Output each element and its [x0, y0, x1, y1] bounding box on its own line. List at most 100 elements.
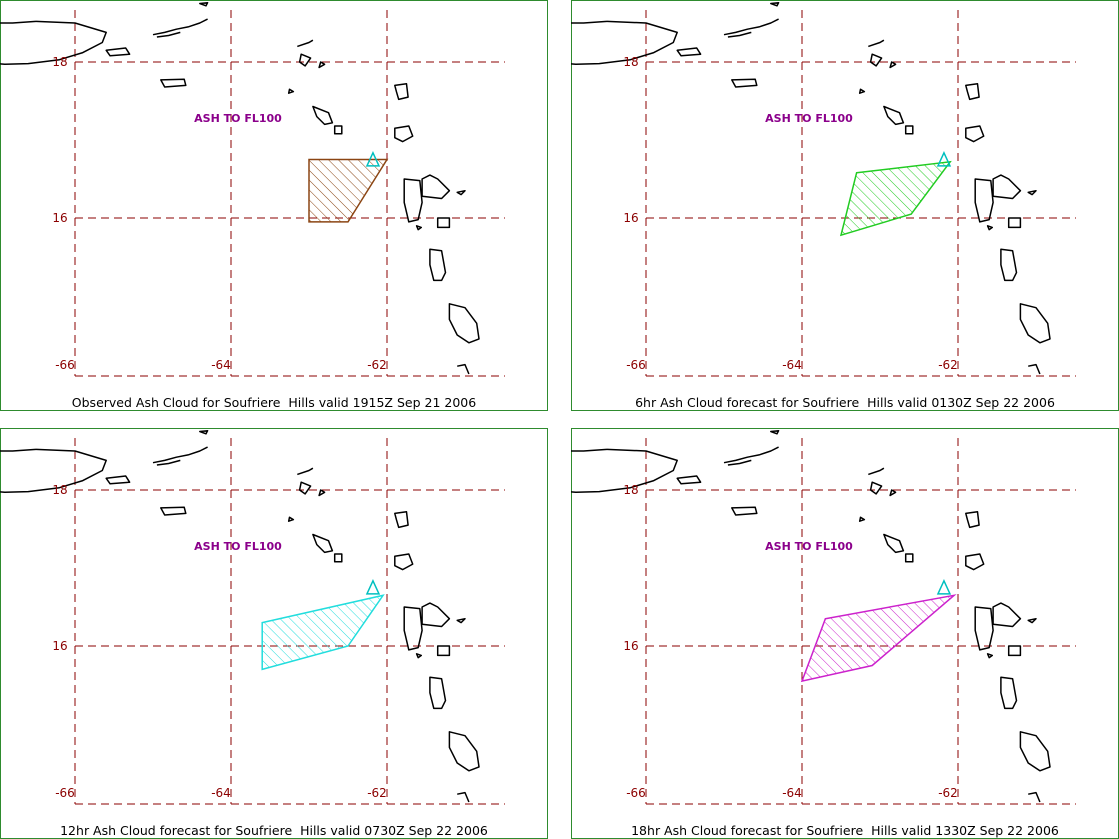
nevis-island: [904, 553, 914, 563]
saba-island: [287, 88, 295, 94]
nevis-island: [333, 553, 343, 563]
antigua-island: [965, 553, 985, 571]
vieques-island: [105, 475, 131, 485]
forecast-panel-2: ASH TO FL100 18 16 -66 -64 -62 6hr Ash Cloud f…: [571, 0, 1119, 411]
martinique-island: [448, 303, 480, 344]
les-saintes-island: [415, 653, 423, 659]
longitude-label: -66: [626, 358, 646, 372]
barbuda-island: [965, 83, 980, 101]
graticule: [74, 10, 505, 377]
st-barth-island: [889, 61, 897, 69]
antigua-island: [394, 125, 414, 143]
ash-cloud-polygon: [261, 594, 385, 671]
st-lucia-island: [457, 791, 470, 803]
barbuda-island: [394, 511, 409, 529]
coastlines: [571, 1, 1051, 375]
st-kitts-island: [883, 105, 905, 126]
st-barth-island: [318, 489, 326, 497]
barbuda-island: [965, 511, 980, 529]
virgin-islands: [723, 18, 779, 36]
puerto-rico-coast: [0, 20, 107, 66]
anguilla-island: [868, 467, 885, 476]
martinique-island: [1019, 303, 1051, 344]
puerto-rico-north: [0, 20, 37, 24]
les-saintes-island: [986, 653, 994, 659]
barbuda-island: [394, 83, 409, 101]
dominica-island: [1000, 676, 1018, 710]
latitude-label: 16: [623, 639, 638, 653]
forecast-panel-3: ASH TO FL100 18 16 -66 -64 -62 12hr Ash Cloud …: [0, 428, 548, 839]
flight-level-label: ASH TO FL100: [765, 112, 853, 125]
longitude-label: -62: [367, 358, 387, 372]
longitude-label: -62: [367, 786, 387, 800]
puerto-rico-north: [571, 20, 608, 24]
puerto-rico-north: [571, 448, 608, 452]
nevis-island: [904, 125, 914, 135]
graticule: [74, 438, 505, 805]
st-martin-island: [298, 53, 312, 67]
nevis-island: [333, 125, 343, 135]
st-kitts-island: [312, 105, 334, 126]
guadeloupe-east: [421, 174, 451, 200]
ash-cloud-polygon: [308, 158, 389, 223]
st-kitts-island: [883, 533, 905, 554]
latitude-label: 18: [52, 483, 67, 497]
puerto-rico-coast: [571, 448, 678, 494]
st-martin-island: [869, 481, 883, 495]
guadeloupe-east: [992, 174, 1022, 200]
virgin-islands-2: [727, 459, 752, 466]
panel-border: [0, 0, 548, 411]
dominica-island: [429, 248, 447, 282]
st-martin-island: [298, 481, 312, 495]
coastlines: [0, 1, 480, 375]
martinique-island: [1019, 731, 1051, 772]
les-saintes-island: [986, 225, 994, 231]
anguilla-island: [297, 467, 314, 476]
longitude-label: -62: [938, 358, 958, 372]
ash-cloud-polygon: [800, 594, 957, 683]
ash-cloud-polygon: [839, 160, 952, 237]
st-barth-island: [318, 61, 326, 69]
puerto-rico-coast: [571, 20, 678, 66]
virgin-islands: [152, 18, 208, 36]
virgin-islands: [152, 446, 208, 464]
forecast-panel-4: ASH TO FL100 18 16 -66 -64 -62 18hr Ash Cloud …: [571, 428, 1119, 839]
vieques-island: [676, 475, 702, 485]
flight-level-label: ASH TO FL100: [194, 112, 282, 125]
longitude-label: -64: [782, 786, 802, 800]
puerto-rico-coast: [0, 448, 107, 494]
longitude-label: -66: [626, 786, 646, 800]
saba-island: [858, 88, 866, 94]
virgin-islands: [723, 446, 779, 464]
anegada-island: [770, 1, 780, 7]
flight-level-label: ASH TO FL100: [194, 540, 282, 553]
longitude-label: -66: [55, 786, 75, 800]
coastlines: [0, 429, 480, 803]
st-barth-island: [889, 489, 897, 497]
saba-island: [858, 516, 866, 522]
antigua-island: [965, 125, 985, 143]
st-lucia-island: [1028, 791, 1041, 803]
longitude-label: -64: [211, 358, 231, 372]
st-lucia-island: [1028, 363, 1041, 375]
guadeloupe-west: [974, 606, 994, 651]
forecast-panel-1: ASH TO FL100 18 16 -66 -64 -62 Observed Ash Cl…: [0, 0, 548, 411]
anegada-island: [770, 429, 780, 435]
latitude-label: 18: [623, 55, 638, 69]
volcano-icon: [365, 579, 381, 595]
st-croix-island: [160, 78, 187, 88]
ash-map: ASH TO FL100 18 16 -66 -64 -62: [571, 0, 1119, 411]
anegada-island: [199, 429, 209, 435]
la-desirade-island: [1027, 617, 1037, 624]
guadeloupe-east: [992, 602, 1022, 628]
st-croix-island: [160, 506, 187, 516]
st-lucia-island: [457, 363, 470, 375]
panel-caption: 6hr Ash Cloud forecast for Soufriere Hil…: [635, 395, 1055, 410]
st-croix-island: [731, 506, 758, 516]
coastlines: [571, 429, 1051, 803]
volcano-icon: [365, 151, 381, 167]
guadeloupe-west: [974, 178, 994, 223]
virgin-islands-2: [156, 459, 181, 466]
st-kitts-island: [312, 533, 334, 554]
guadeloupe-west: [403, 606, 423, 651]
